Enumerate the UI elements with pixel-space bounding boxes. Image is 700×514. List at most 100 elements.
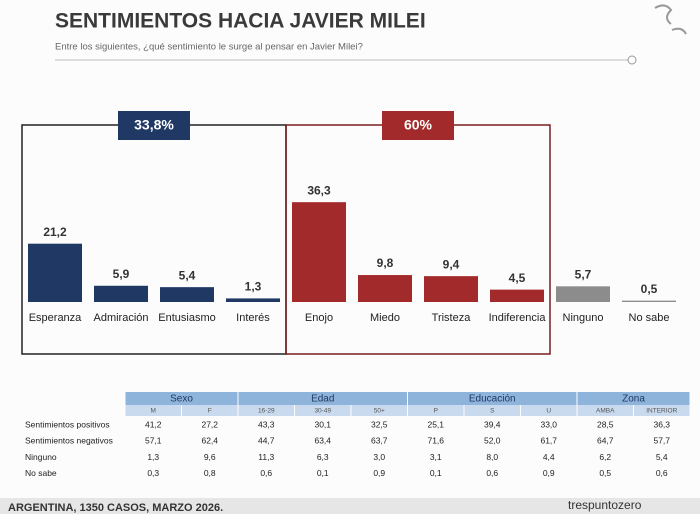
group-label: 33,8% <box>134 117 174 133</box>
corner-logo <box>654 4 687 35</box>
table-column-label: U <box>546 408 551 415</box>
chart-subtitle: Entre los siguientes, ¿qué sentimiento l… <box>55 42 363 53</box>
footer-logo: trespuntozero <box>568 498 642 512</box>
category-label: Ninguno <box>563 312 604 324</box>
table-cell: 63,7 <box>371 436 388 446</box>
table-column-label: M <box>151 408 156 415</box>
table-cell: 4,4 <box>543 452 555 462</box>
table-cell: 0,8 <box>204 468 216 478</box>
table-cell: 57,1 <box>145 436 162 446</box>
table-row-label: No sabe <box>25 468 57 478</box>
bar <box>226 298 280 302</box>
bar <box>622 300 676 302</box>
value-label: 9,4 <box>443 257 460 271</box>
table-cell: 71,6 <box>427 436 444 446</box>
bar <box>490 289 544 302</box>
category-label: Enojo <box>305 312 333 324</box>
table-cell: 8,0 <box>486 452 498 462</box>
table-cell: 27,2 <box>201 419 218 429</box>
group-label: 60% <box>404 117 433 133</box>
table-column-header <box>577 405 633 416</box>
table-cell: 57,7 <box>653 436 670 446</box>
category-label: Admiración <box>93 312 148 324</box>
group-label-box <box>382 111 454 140</box>
table-column-label: INTERIOR <box>646 408 677 415</box>
table-column-label: 30-49 <box>314 408 331 415</box>
value-label: 1,3 <box>245 280 262 294</box>
footer-bar <box>0 498 700 514</box>
value-label: 4,5 <box>509 271 526 285</box>
table-column-header <box>295 405 351 416</box>
divider-dot <box>627 55 637 65</box>
table-group-label: Sexo <box>170 394 193 405</box>
table-cell: 61,7 <box>540 436 557 446</box>
table-cell: 28,5 <box>597 419 614 429</box>
table-column-label: P <box>434 408 438 415</box>
table-column-label: 50+ <box>374 408 385 415</box>
table-group-header <box>408 392 577 405</box>
category-label: Interés <box>236 312 270 324</box>
table-column-header <box>521 405 577 416</box>
value-label: 21,2 <box>43 225 67 239</box>
category-label: No sabe <box>629 312 670 324</box>
table-cell: 3,1 <box>430 452 442 462</box>
table-column-label: AMBA <box>596 408 615 415</box>
table-group-header <box>238 392 407 405</box>
table-cell: 1,3 <box>147 452 159 462</box>
category-label: Miedo <box>370 312 400 324</box>
table-column-header <box>408 405 464 416</box>
table-cell: 36,3 <box>653 419 670 429</box>
table-cell: 44,7 <box>258 436 275 446</box>
table-column-header <box>125 405 181 416</box>
table-cell: 63,4 <box>314 436 331 446</box>
value-label: 5,9 <box>113 267 130 281</box>
table-column-header <box>182 405 238 416</box>
table-column-header <box>238 405 294 416</box>
table-column-label: S <box>490 408 495 415</box>
bar <box>424 276 478 302</box>
footer-source: ARGENTINA, 1350 CASOS, MARZO 2026. <box>8 502 223 514</box>
table-cell: 43,3 <box>258 419 275 429</box>
chart-title: SENTIMIENTOS HACIA JAVIER MILEI <box>55 10 426 33</box>
table-cell: 0,6 <box>486 468 498 478</box>
table-row-label: Sentimientos negativos <box>25 436 113 446</box>
category-label: Esperanza <box>29 312 82 324</box>
table-group-label: Zona <box>622 394 645 405</box>
table-cell: 6,3 <box>317 452 329 462</box>
table-cell: 6,2 <box>599 452 611 462</box>
category-label: Indiferencia <box>489 312 547 324</box>
bar <box>160 287 214 302</box>
table-cell: 0,1 <box>317 468 329 478</box>
table-cell: 52,0 <box>484 436 501 446</box>
table-cell: 0,1 <box>430 468 442 478</box>
table-cell: 33,0 <box>540 419 557 429</box>
category-label: Entusiasmo <box>158 312 215 324</box>
value-label: 36,3 <box>307 183 331 197</box>
table-cell: 32,5 <box>371 419 388 429</box>
table-column-header <box>634 405 690 416</box>
group-label-box <box>118 111 190 140</box>
table-group-label: Educación <box>469 394 516 405</box>
table-cell: 0,9 <box>543 468 555 478</box>
bar <box>292 202 346 302</box>
table-cell: 0,6 <box>656 468 668 478</box>
table-cell: 9,6 <box>204 452 216 462</box>
value-label: 5,4 <box>179 268 196 282</box>
table-row-label: Ninguno <box>25 452 57 462</box>
table-group-label: Edad <box>311 394 334 405</box>
table-cell: 0,3 <box>147 468 159 478</box>
table-cell: 39,4 <box>484 419 501 429</box>
table-cell: 62,4 <box>201 436 218 446</box>
bar <box>94 285 148 302</box>
table-cell: 0,5 <box>599 468 611 478</box>
category-label: Tristeza <box>432 312 472 324</box>
value-label: 0,5 <box>641 282 658 296</box>
table-cell: 0,9 <box>373 468 385 478</box>
table-cell: 64,7 <box>597 436 614 446</box>
table-group-header <box>577 392 690 405</box>
table-group-header <box>125 392 238 405</box>
value-label: 5,7 <box>575 267 592 281</box>
table-column-header <box>351 405 407 416</box>
table-column-label: F <box>208 408 212 415</box>
